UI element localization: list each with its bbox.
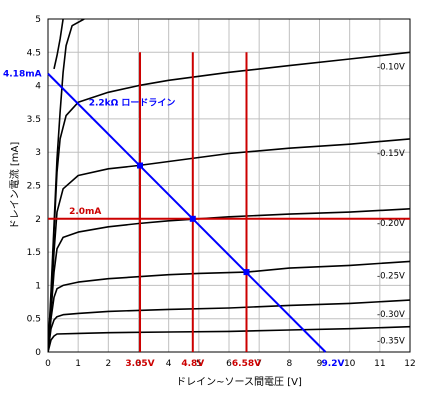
y-intercept-label: 4.18mA (3, 70, 42, 80)
series-label: -0.30V (377, 310, 405, 320)
y-tick-label: 5 (35, 15, 41, 25)
curves (48, 19, 410, 352)
load-line-label: 2.2kΩ ロードライン (89, 98, 176, 109)
y-tick-label: 2.5 (27, 182, 41, 192)
reference-lines (48, 52, 410, 352)
series-label: -0.35V (377, 337, 405, 347)
load-line (47, 72, 327, 353)
y-tick-label: 2 (35, 215, 41, 225)
x-tick-label: 2 (105, 359, 111, 369)
x-tick-label: 4 (166, 359, 172, 369)
series-line (48, 299, 410, 352)
y-tick-labels: 0 0.5 1 1.5 2 2.5 3 3.5 4 4.5 5 (27, 15, 42, 358)
series-line (48, 208, 410, 352)
x-axis-label: ドレイン~ソース間電圧 [V] (176, 376, 302, 388)
y-tick-label: 4 (35, 82, 41, 92)
y-tick-label: 1 (35, 281, 41, 291)
annotations: 4.18mA 9.2V 2.0mA 3.05V 4.8V 6.58V (3, 70, 344, 369)
operating-points (137, 162, 250, 276)
load-line-group: 2.2kΩ ロードライン (47, 72, 327, 353)
grid (47, 18, 411, 353)
series-line (48, 325, 410, 352)
voltage-label: 4.8V (181, 359, 204, 369)
y-tick-label: 3.5 (27, 115, 41, 125)
x-tick-label: 1 (75, 359, 81, 369)
y-tick-label: 3 (35, 148, 41, 158)
x-tick-label: 5 (196, 359, 202, 369)
x-tick-label: 7 (256, 359, 262, 369)
operating-point (189, 215, 196, 222)
x-tick-label: 3 (136, 359, 142, 369)
x-intercept-label: 9.2V (322, 359, 345, 369)
x-tick-label: 0 (45, 359, 51, 369)
y-tick-label: 0 (35, 348, 41, 358)
operating-point (243, 269, 250, 276)
x-tick-label: 11 (374, 359, 385, 369)
series-line (48, 260, 410, 352)
x-tick-label: 10 (344, 359, 356, 369)
series-line (53, 19, 64, 70)
x-tick-label: 6 (226, 359, 232, 369)
x-tick-labels: 0 1 2 3 4 5 6 7 8 9 10 11 12 (45, 359, 416, 369)
x-tick-label: 9 (317, 359, 323, 369)
voltage-label: 6.58V (232, 359, 261, 369)
y-axis-label: ドレイン電流 [mA] (8, 142, 21, 230)
current-label: 2.0mA (69, 207, 101, 217)
y-tick-label: 1.5 (27, 248, 41, 258)
y-tick-label: 4.5 (27, 48, 41, 58)
series-label: -0.15V (377, 149, 405, 159)
series-label: -0.20V (377, 219, 405, 229)
series-label: -0.10V (377, 62, 405, 72)
x-tick-label: 8 (286, 359, 292, 369)
series-line (48, 51, 410, 352)
x-tick-label: 12 (404, 359, 415, 369)
plot-area (47, 18, 411, 353)
y-tick-label: 0.5 (27, 315, 41, 325)
series-label: -0.25V (377, 271, 405, 281)
operating-point (137, 162, 144, 169)
curve-labels: -0.10V -0.15V -0.20V -0.25V -0.30V -0.35V (377, 62, 405, 346)
series-line (48, 138, 410, 352)
voltage-label: 3.05V (125, 359, 154, 369)
